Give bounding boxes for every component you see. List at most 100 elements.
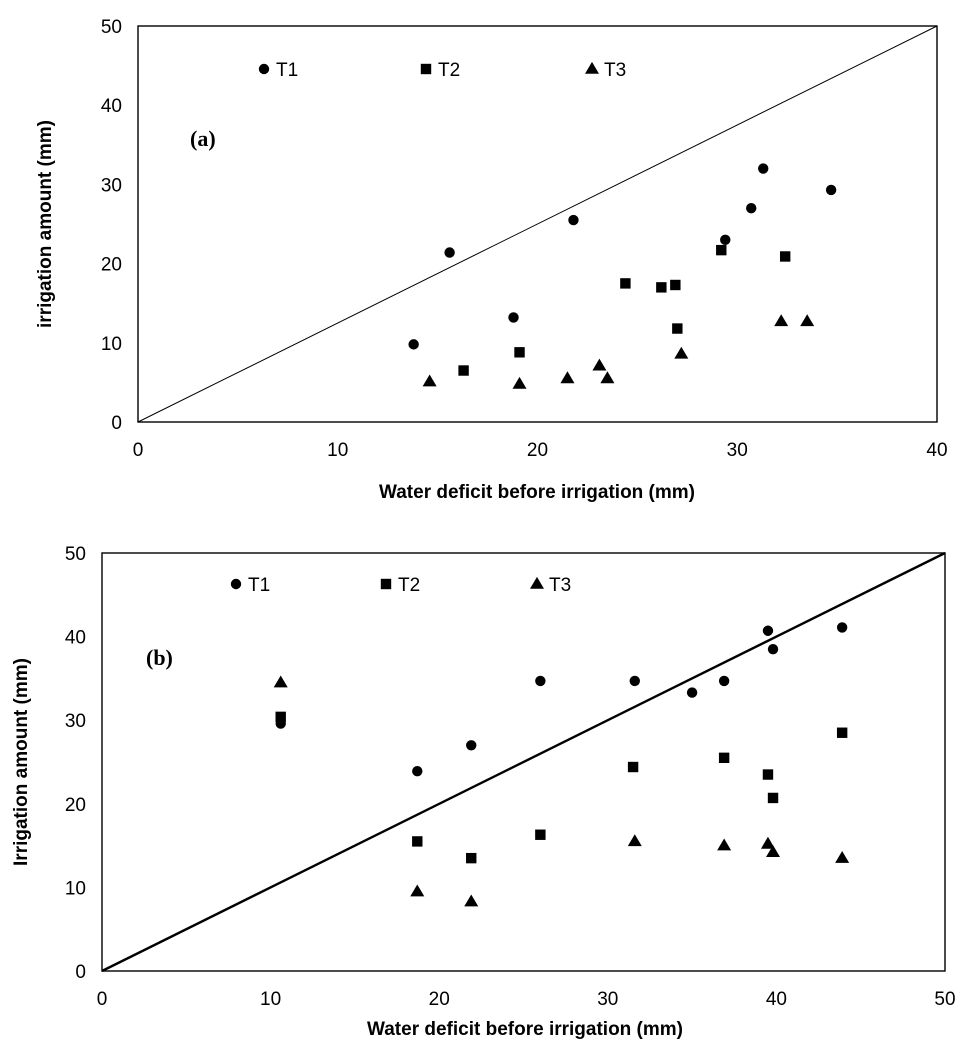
data-point-t2-square (672, 323, 682, 333)
data-point-t2-square (716, 245, 726, 255)
y-tick-label: 40 (65, 628, 86, 649)
legend-label: T3 (549, 575, 571, 596)
x-tick-label: 0 (97, 989, 108, 1010)
data-point-t3-triangle (513, 377, 527, 389)
legend-item-t1: T1 (259, 60, 298, 81)
data-point-t3-triangle (800, 314, 814, 326)
chart-panel-a: 0 10 20 30 40 0 10 20 30 40 50 T1 T2 T3 (a) Water d… (35, 17, 948, 503)
legend-item-t1: T1 (231, 575, 270, 596)
y-axis-title-b: Irrigation amount (mm) (11, 658, 32, 866)
x-tick-label: 40 (766, 989, 787, 1010)
data-point-t1-circle (768, 644, 778, 654)
legend-label: T2 (398, 575, 420, 596)
data-point-t1-circle (746, 203, 756, 213)
y-tick-label: 10 (65, 878, 86, 899)
triangle-marker-icon (530, 577, 544, 589)
data-point-t2-square (719, 753, 729, 763)
x-tick-label: 30 (597, 989, 618, 1010)
data-point-t3-triangle (628, 834, 642, 846)
data-point-t1-circle (630, 676, 640, 686)
y-tick-label: 30 (101, 175, 122, 196)
data-point-t2-square (628, 762, 638, 772)
data-point-t1-circle (412, 766, 422, 776)
square-marker-icon (381, 579, 391, 589)
data-points-a (408, 163, 836, 388)
data-point-t3-triangle (464, 894, 478, 906)
data-point-t2-square (458, 365, 468, 375)
data-point-t3-triangle (274, 675, 288, 687)
data-point-t2-square (837, 728, 847, 738)
data-point-t1-circle (719, 676, 729, 686)
y-tick-labels-a: 0 10 20 30 40 50 (101, 17, 122, 434)
panel-label-a: (a) (190, 126, 216, 151)
chart-panel-b: 0 10 20 30 40 50 0 10 20 30 40 50 T1 T2 T3 (b) Water… (11, 544, 956, 1040)
x-tick-label: 10 (260, 989, 281, 1010)
legend-a: T1 T2 T3 (259, 60, 626, 81)
y-tick-label: 50 (101, 17, 122, 38)
data-point-t2-square (412, 836, 422, 846)
x-tick-label: 40 (926, 440, 947, 461)
triangle-marker-icon (585, 62, 599, 74)
data-point-t2-square (763, 769, 773, 779)
data-point-t1-circle (826, 185, 836, 195)
legend-b: T1 T2 T3 (231, 575, 571, 596)
data-point-t2-square (780, 251, 790, 261)
x-tick-label: 50 (934, 989, 955, 1010)
data-point-t2-square (466, 853, 476, 863)
y-tick-label: 50 (65, 544, 86, 565)
data-point-t2-square (514, 347, 524, 357)
data-point-t2-square (620, 278, 630, 288)
y-tick-label: 40 (101, 96, 122, 117)
legend-item-t3: T3 (530, 575, 571, 596)
circle-marker-icon (259, 64, 269, 74)
data-point-t1-circle (687, 687, 697, 697)
data-point-t1-circle (466, 740, 476, 750)
x-tick-labels-b: 0 10 20 30 40 50 (97, 989, 956, 1010)
x-tick-label: 20 (429, 989, 450, 1010)
x-tick-label: 0 (133, 440, 144, 461)
data-point-t1-circle (408, 339, 418, 349)
square-marker-icon (421, 64, 431, 74)
y-tick-label: 0 (75, 962, 86, 983)
y-tick-label: 10 (101, 334, 122, 355)
x-tick-label: 20 (527, 440, 548, 461)
x-axis-title-b: Water deficit before irrigation (mm) (367, 1019, 683, 1040)
y-tick-label: 20 (101, 255, 122, 276)
y-tick-labels-b: 0 10 20 30 40 50 (65, 544, 86, 983)
legend-label: T1 (248, 575, 270, 596)
reference-line-a (138, 26, 937, 422)
y-axis-title-a: irrigation amount (mm) (35, 120, 56, 328)
y-tick-label: 0 (111, 413, 122, 434)
legend-label: T1 (276, 60, 298, 81)
x-tick-labels-a: 0 10 20 30 40 (133, 440, 948, 461)
data-point-t1-circle (508, 312, 518, 322)
y-tick-label: 20 (65, 795, 86, 816)
data-point-t1-circle (568, 215, 578, 225)
legend-label: T2 (438, 60, 460, 81)
data-point-t2-square (768, 793, 778, 803)
legend-item-t2: T2 (421, 60, 460, 81)
circle-marker-icon (231, 579, 241, 589)
x-axis-title-a: Water deficit before irrigation (mm) (379, 482, 695, 503)
data-point-t3-triangle (592, 359, 606, 371)
data-point-t1-circle (758, 163, 768, 173)
data-point-t2-square (656, 282, 666, 292)
data-point-t3-triangle (774, 314, 788, 326)
data-point-t3-triangle (717, 838, 731, 850)
data-point-t1-circle (535, 676, 545, 686)
data-point-t3-triangle (560, 371, 574, 383)
data-point-t3-triangle (835, 851, 849, 863)
data-point-t3-triangle (423, 374, 437, 386)
legend-item-t3: T3 (585, 60, 626, 81)
panel-label-b: (b) (146, 645, 173, 670)
data-point-t1-circle (763, 626, 773, 636)
x-tick-label: 10 (327, 440, 348, 461)
data-point-t3-triangle (410, 884, 424, 896)
data-point-t1-circle (837, 622, 847, 632)
data-point-t2-square (670, 280, 680, 290)
legend-label: T3 (604, 60, 626, 81)
data-point-t1-circle (720, 235, 730, 245)
data-points-b (274, 622, 849, 906)
data-point-t3-triangle (600, 371, 614, 383)
